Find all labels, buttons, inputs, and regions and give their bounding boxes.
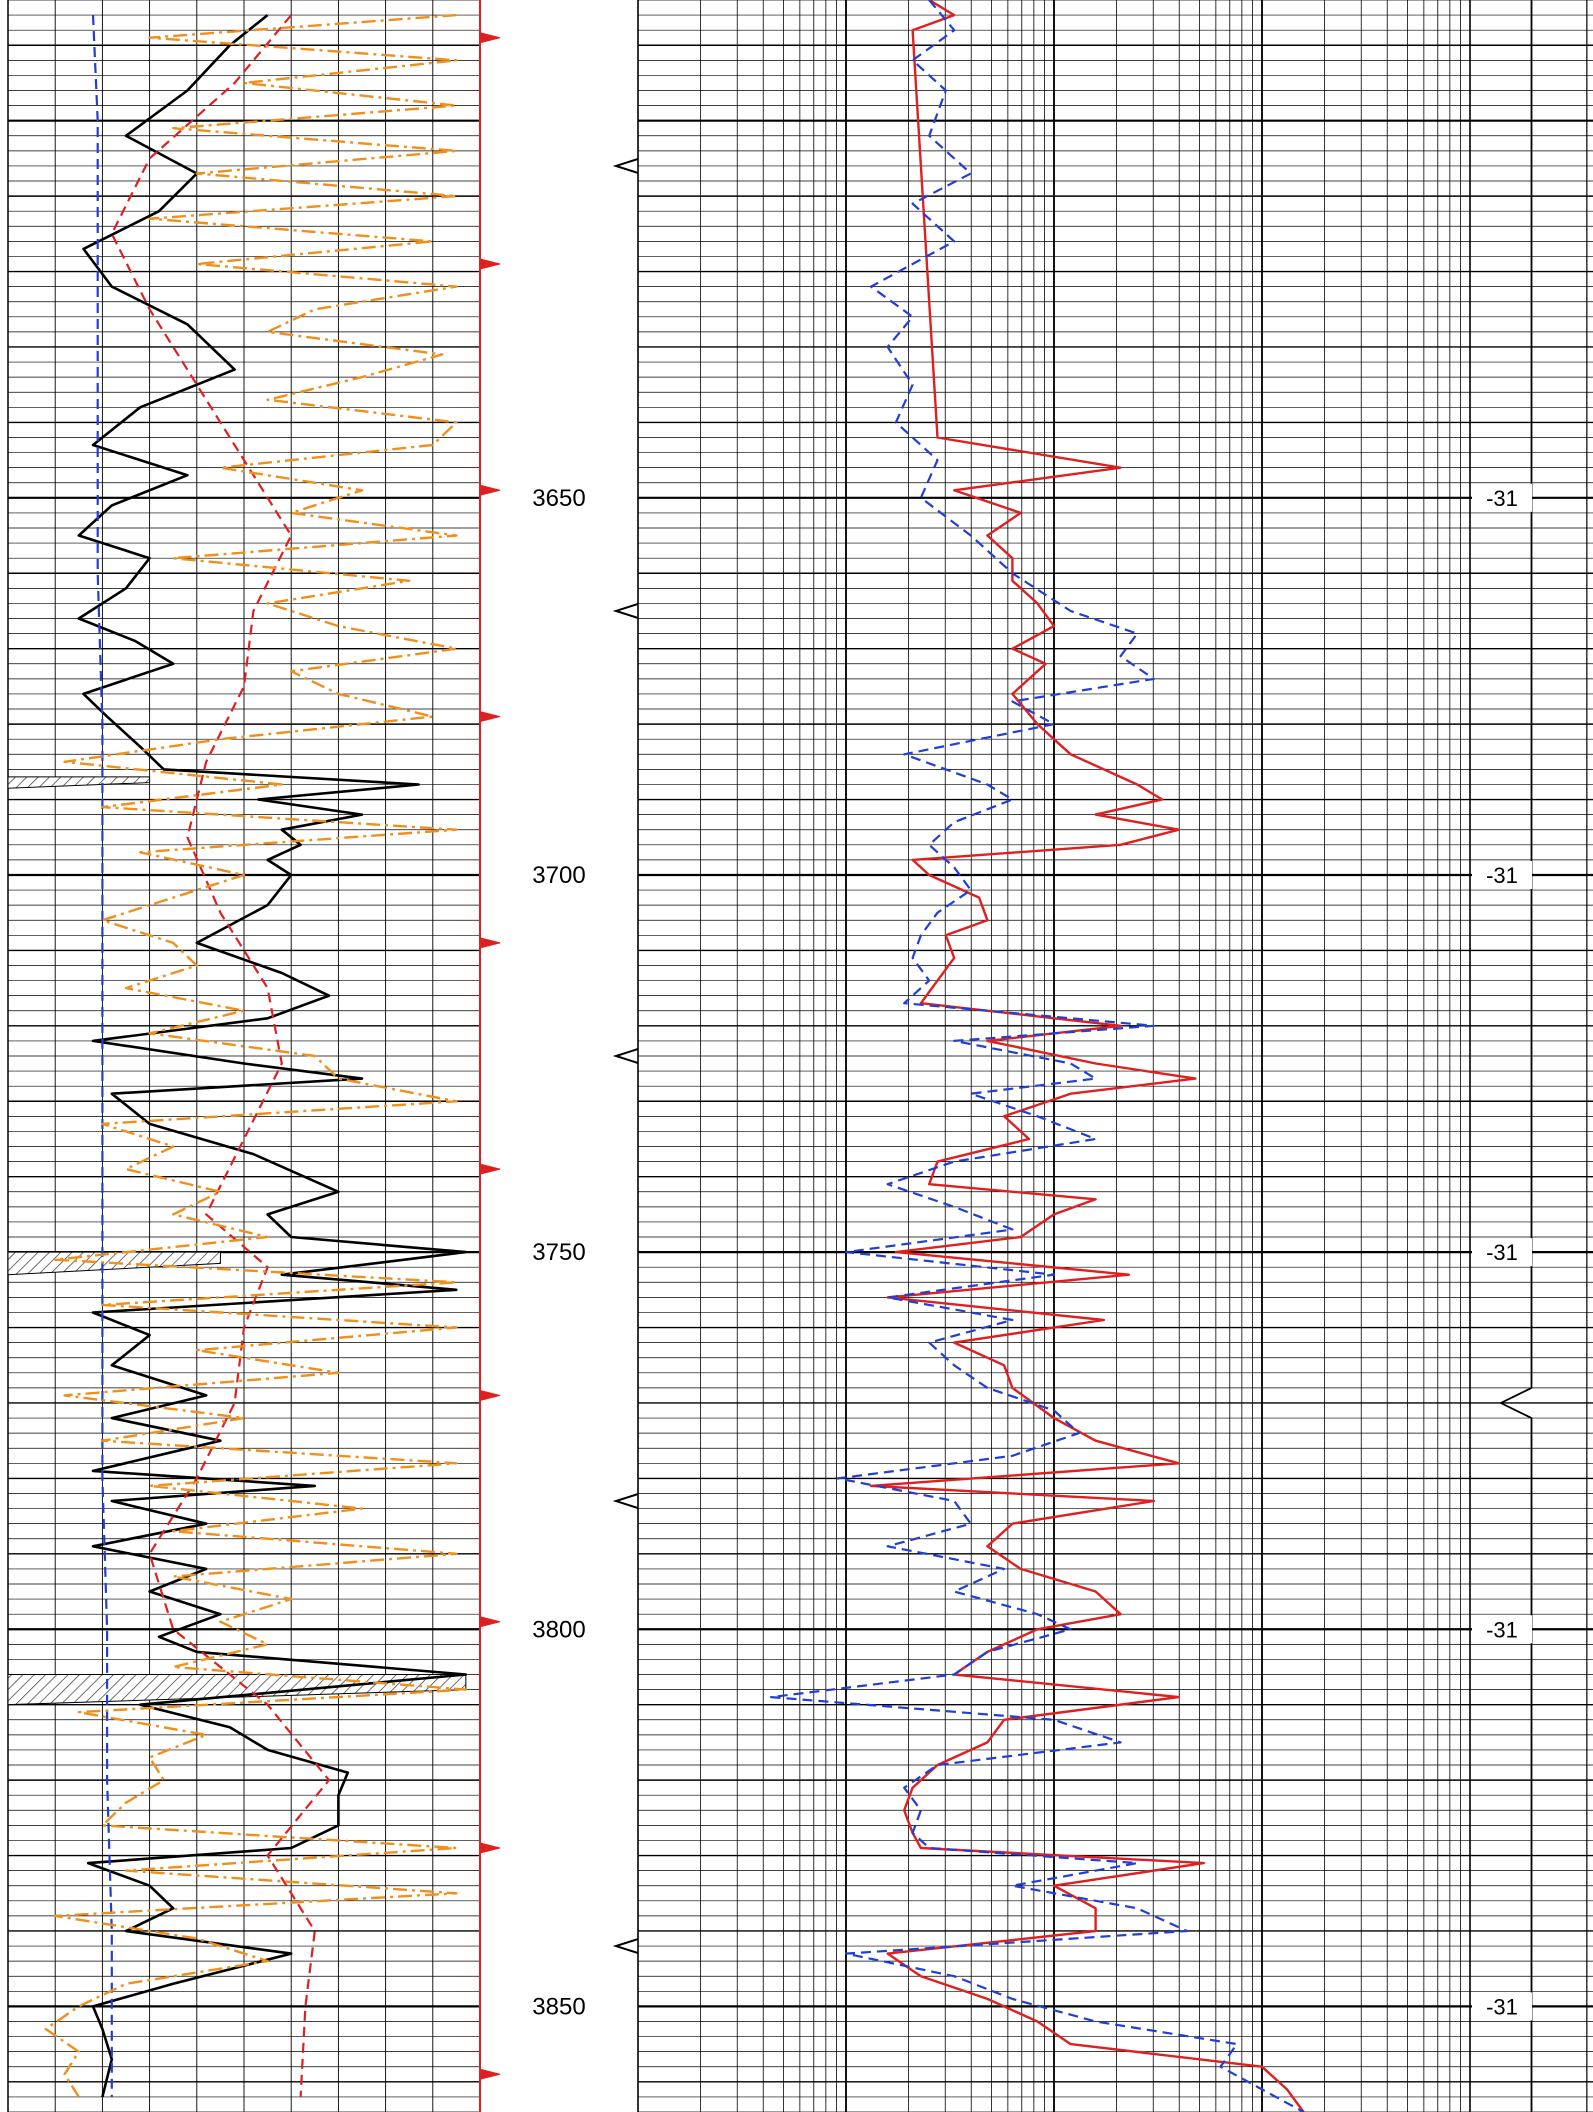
depth-label: 3700 (532, 862, 585, 889)
depth-marker-left (612, 603, 639, 619)
track-3-label: -31 (1486, 1994, 1518, 2019)
track-3-label: -31 (1486, 863, 1518, 888)
curve-track-1-red-dashed (110, 14, 331, 2097)
curve-track-1-orange-dashdot (44, 13, 467, 2098)
curve-track-2-blue-dashed (769, 0, 1305, 2112)
track-1-grid (7, 0, 481, 2112)
curve-track-2-red-solid (869, 0, 1305, 2112)
track-3-label-bg (1472, 860, 1532, 889)
curve-track-1-black-solid (77, 14, 468, 2098)
depth-marker-left (612, 1048, 639, 1064)
depth-marker-right (479, 710, 501, 723)
depth-marker-right (479, 32, 501, 44)
track-3-label: -31 (1486, 1617, 1518, 1642)
depth-marker-left (612, 1938, 639, 1955)
markers (479, 32, 639, 2080)
depth-label: 3650 (532, 485, 585, 512)
track-2-curves (769, 0, 1305, 2112)
depth-label: 3750 (532, 1239, 585, 1266)
curve-track-3-black-solid-thin (1499, 0, 1533, 2112)
track-3-label-bg (1472, 483, 1532, 512)
depth-marker-right (479, 1616, 501, 1628)
depth-marker-right (479, 937, 501, 949)
shaded-interval (7, 1674, 467, 1706)
track-3-labels: -31 -31 -31 -31 -31 (1472, 483, 1532, 2021)
track-3-label-bg (1472, 1992, 1532, 2021)
depth-marker-right (479, 1389, 501, 1402)
track-3-label-bg (1472, 1238, 1532, 1267)
depth-marker-right (479, 2068, 501, 2080)
depth-labels: 3650 3700 3750 3800 3850 (532, 485, 585, 2021)
track-3-label: -31 (1486, 1240, 1518, 1265)
depth-marker-right (479, 1163, 501, 1175)
track-3-label: -31 (1486, 486, 1518, 511)
track-2-grid (637, 0, 1471, 2112)
curve-track-1-blue-dashed (91, 15, 113, 2097)
depth-marker-left (612, 1493, 639, 1509)
depth-label: 3850 (532, 1993, 585, 2020)
track-3-curves (1499, 0, 1533, 2112)
track-3-label-bg (1472, 1615, 1532, 1644)
depth-marker-left (612, 157, 639, 174)
track-1-curves (44, 13, 468, 2098)
shaded-intervals (7, 776, 467, 1706)
depth-label: 3800 (532, 1616, 585, 1643)
shaded-interval (7, 776, 151, 789)
depth-marker-right (479, 484, 501, 496)
depth-marker-right (479, 258, 501, 270)
depth-marker-right (479, 1842, 501, 1854)
